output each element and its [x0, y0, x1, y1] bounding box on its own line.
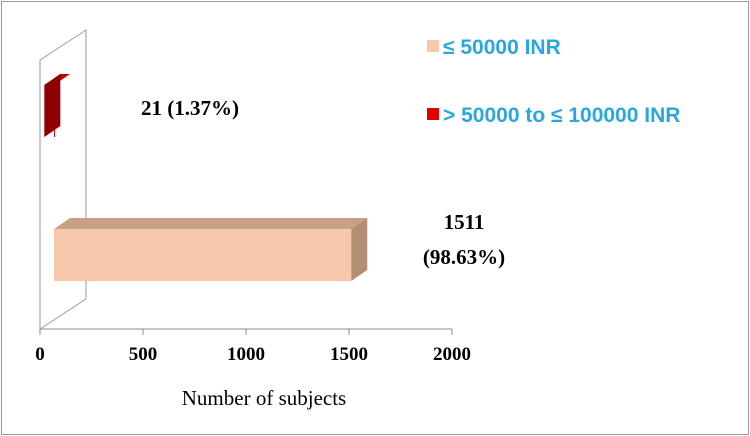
- data-labels: 21 (1.37%) 1511 (98.63%): [141, 96, 505, 269]
- bar-side-face: [44, 74, 61, 137]
- data-label: 1511: [444, 210, 485, 234]
- bar-side-face: [351, 218, 368, 281]
- legend-swatch: [427, 108, 439, 120]
- legend-label: > 50000 to ≤ 100000 INR: [443, 104, 680, 127]
- legend-entry: ≤ 50000 INR: [427, 36, 561, 59]
- x-tick-label: 500: [129, 344, 158, 365]
- bar: [44, 74, 70, 137]
- x-tick-label: 0: [35, 344, 45, 365]
- bar: [54, 218, 368, 281]
- back-wall: [39, 29, 87, 330]
- x-tick-label: 2000: [433, 344, 471, 365]
- bars: [44, 74, 368, 281]
- x-axis: [39, 328, 453, 335]
- side-wall: [39, 29, 87, 330]
- data-label: 21 (1.37%): [141, 96, 239, 120]
- legend-entry: > 50000 to ≤ 100000 INR: [427, 104, 680, 127]
- bar-front-face: [54, 229, 352, 281]
- legend: ≤ 50000 INR > 50000 to ≤ 100000 INR: [427, 36, 680, 127]
- legend-label: ≤ 50000 INR: [443, 36, 561, 59]
- x-tick-label: 1000: [227, 344, 265, 365]
- x-tick-label: 1500: [330, 344, 368, 365]
- data-label: (98.63%): [423, 245, 505, 269]
- bar-top-face: [54, 218, 368, 229]
- x-axis-title: Number of subjects: [182, 386, 346, 410]
- x-axis-ticks: 0 500 1000 1500 2000: [35, 344, 471, 365]
- legend-swatch: [427, 40, 439, 52]
